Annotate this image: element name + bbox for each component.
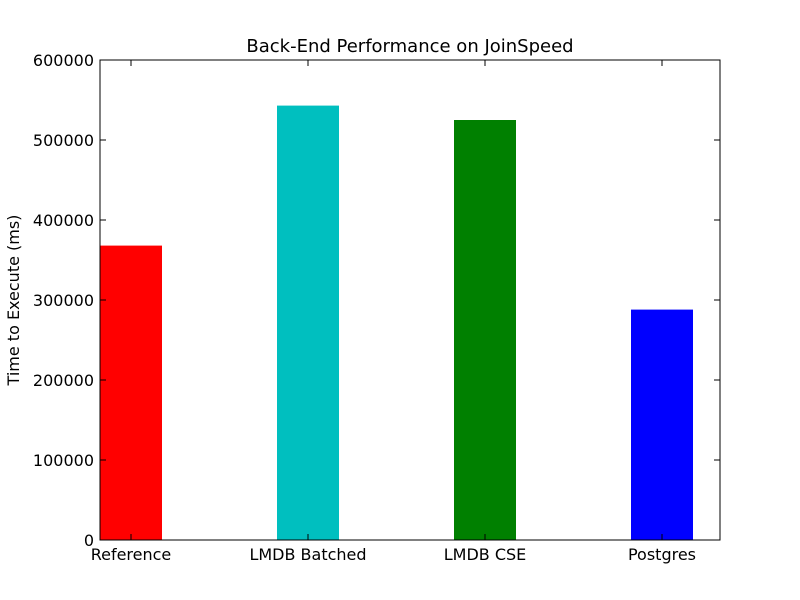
y-tick-label: 400000: [33, 211, 94, 230]
x-tick-label: Postgres: [628, 545, 696, 564]
y-tick-label: 300000: [33, 291, 94, 310]
x-tick-label: LMDB CSE: [444, 545, 527, 564]
chart-title: Back-End Performance on JoinSpeed: [246, 36, 573, 57]
bar-lmdb-cse: [454, 120, 516, 540]
y-tick-label: 500000: [33, 131, 94, 150]
y-axis-label: Time to Execute (ms): [4, 215, 23, 387]
plot-area-frame: [99, 59, 721, 541]
bars-layer: [100, 105, 693, 540]
x-tick-label: LMDB Batched: [249, 545, 366, 564]
bar-reference: [100, 245, 162, 540]
bar-postgres: [631, 309, 693, 540]
y-tick-label: 200000: [33, 371, 94, 390]
bar-lmdb-batched: [277, 105, 339, 540]
x-tick-label: Reference: [91, 545, 172, 564]
y-tick-label: 0: [84, 531, 94, 550]
ticks-layer: Reference LMDB Batched LMDB CSE Postgres 0 10…: [33, 51, 720, 564]
y-tick-label: 600000: [33, 51, 94, 70]
y-tick-label: 100000: [33, 451, 94, 470]
